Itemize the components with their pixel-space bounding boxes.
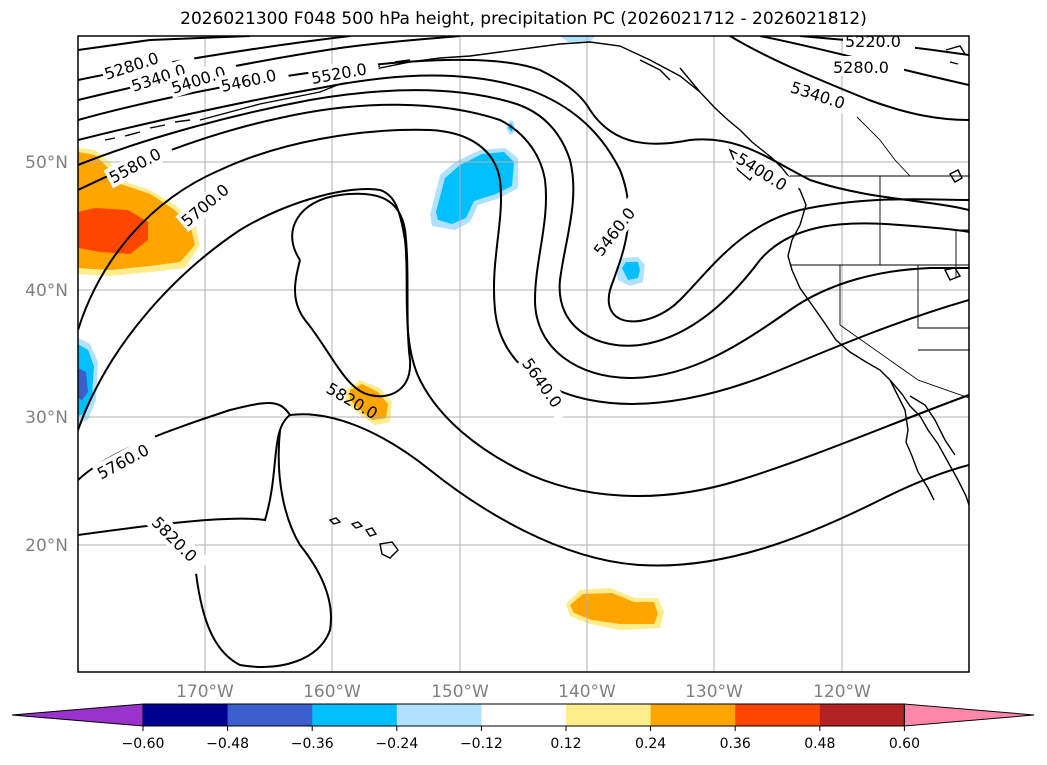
lon-label-130w: 130°W — [685, 682, 743, 702]
colorbar-frame — [142, 703, 905, 727]
precip-negative-small-north-core — [508, 123, 513, 132]
graticule — [78, 36, 969, 672]
colorbar-extend-low — [11, 703, 144, 727]
lon-label-140w: 140°W — [558, 682, 616, 702]
contour-5760-ridge — [291, 192, 412, 398]
colorbar-tick-label: 0.36 — [720, 736, 751, 752]
precip-negative-west-edge-strong — [78, 368, 88, 400]
lon-label-160w: 160°W — [303, 682, 361, 702]
contour-5820-inner — [194, 429, 332, 668]
precip-positive-south-of-ridge-core — [350, 384, 388, 420]
coastlines — [104, 41, 969, 559]
colorbar-tick-label: 0.24 — [635, 736, 666, 752]
figure-title: 2026021300 F048 500 hPa height, precipit… — [180, 9, 867, 29]
colorbar-segment — [143, 704, 229, 726]
contour-label-2: 5280.0 — [833, 58, 889, 77]
precip-negative-top — [560, 36, 595, 42]
colorbar-tick-label: −0.36 — [291, 736, 334, 752]
colorbar-tick-label: 0.12 — [550, 736, 581, 752]
colorbar-tick-label: −0.24 — [375, 736, 418, 752]
contour-5220 — [78, 36, 251, 51]
map-frame — [77, 35, 970, 673]
contour-5520 — [78, 89, 969, 347]
colorbar-tick-label: 0.48 — [804, 736, 835, 752]
colorbar-tick-label: −0.48 — [206, 736, 249, 752]
precip-negative-east-core — [622, 262, 640, 280]
lon-label-120w: 120°W — [813, 682, 871, 702]
colorbar-segment — [312, 704, 398, 726]
lat-label-40n: 40°N — [25, 281, 68, 301]
colorbar-tick-label: −0.60 — [122, 736, 165, 752]
colorbar-segment — [650, 704, 736, 726]
contour-5640 — [78, 128, 969, 405]
colorbar-tick-label: 0.60 — [889, 736, 920, 752]
longitude-labels: 170°W 160°W 150°W 140°W 130°W 120°W — [176, 682, 871, 702]
colorbar-segment — [396, 704, 482, 726]
contour-label-1: 5220.0 — [845, 32, 901, 51]
contour-5820 — [78, 413, 969, 567]
precip-shading — [78, 36, 664, 630]
colorbar-tick-label: −0.12 — [460, 736, 503, 752]
lat-label-20n: 20°N — [25, 536, 68, 556]
precip-positive-south-core — [570, 593, 658, 624]
map-panel: 5220.0 5280.0 5340.0 5280.0 5340.0 5400.… — [77, 32, 970, 673]
lon-label-150w: 150°W — [431, 682, 489, 702]
colorbar-segment — [735, 704, 821, 726]
colorbar: −0.60 −0.48 −0.36 −0.24 −0.12 0.12 0.24 0.36 0.4… — [11, 703, 1035, 752]
colorbar-segment — [566, 704, 652, 726]
colorbar-segment — [227, 704, 313, 726]
lon-label-170w: 170°W — [176, 682, 234, 702]
latitude-labels: 50°N 40°N 30°N 20°N — [25, 153, 68, 556]
precip-strong-west — [78, 208, 148, 254]
contour-5580 — [78, 103, 969, 380]
lat-label-30n: 30°N — [25, 408, 68, 428]
colorbar-segment — [819, 704, 905, 726]
colorbar-extend-high — [903, 703, 1035, 727]
precip-negative-northcentral-core — [436, 152, 514, 224]
contour-5340-east — [729, 36, 969, 121]
colorbar-segment — [481, 704, 567, 726]
lat-label-50n: 50°N — [25, 153, 68, 173]
